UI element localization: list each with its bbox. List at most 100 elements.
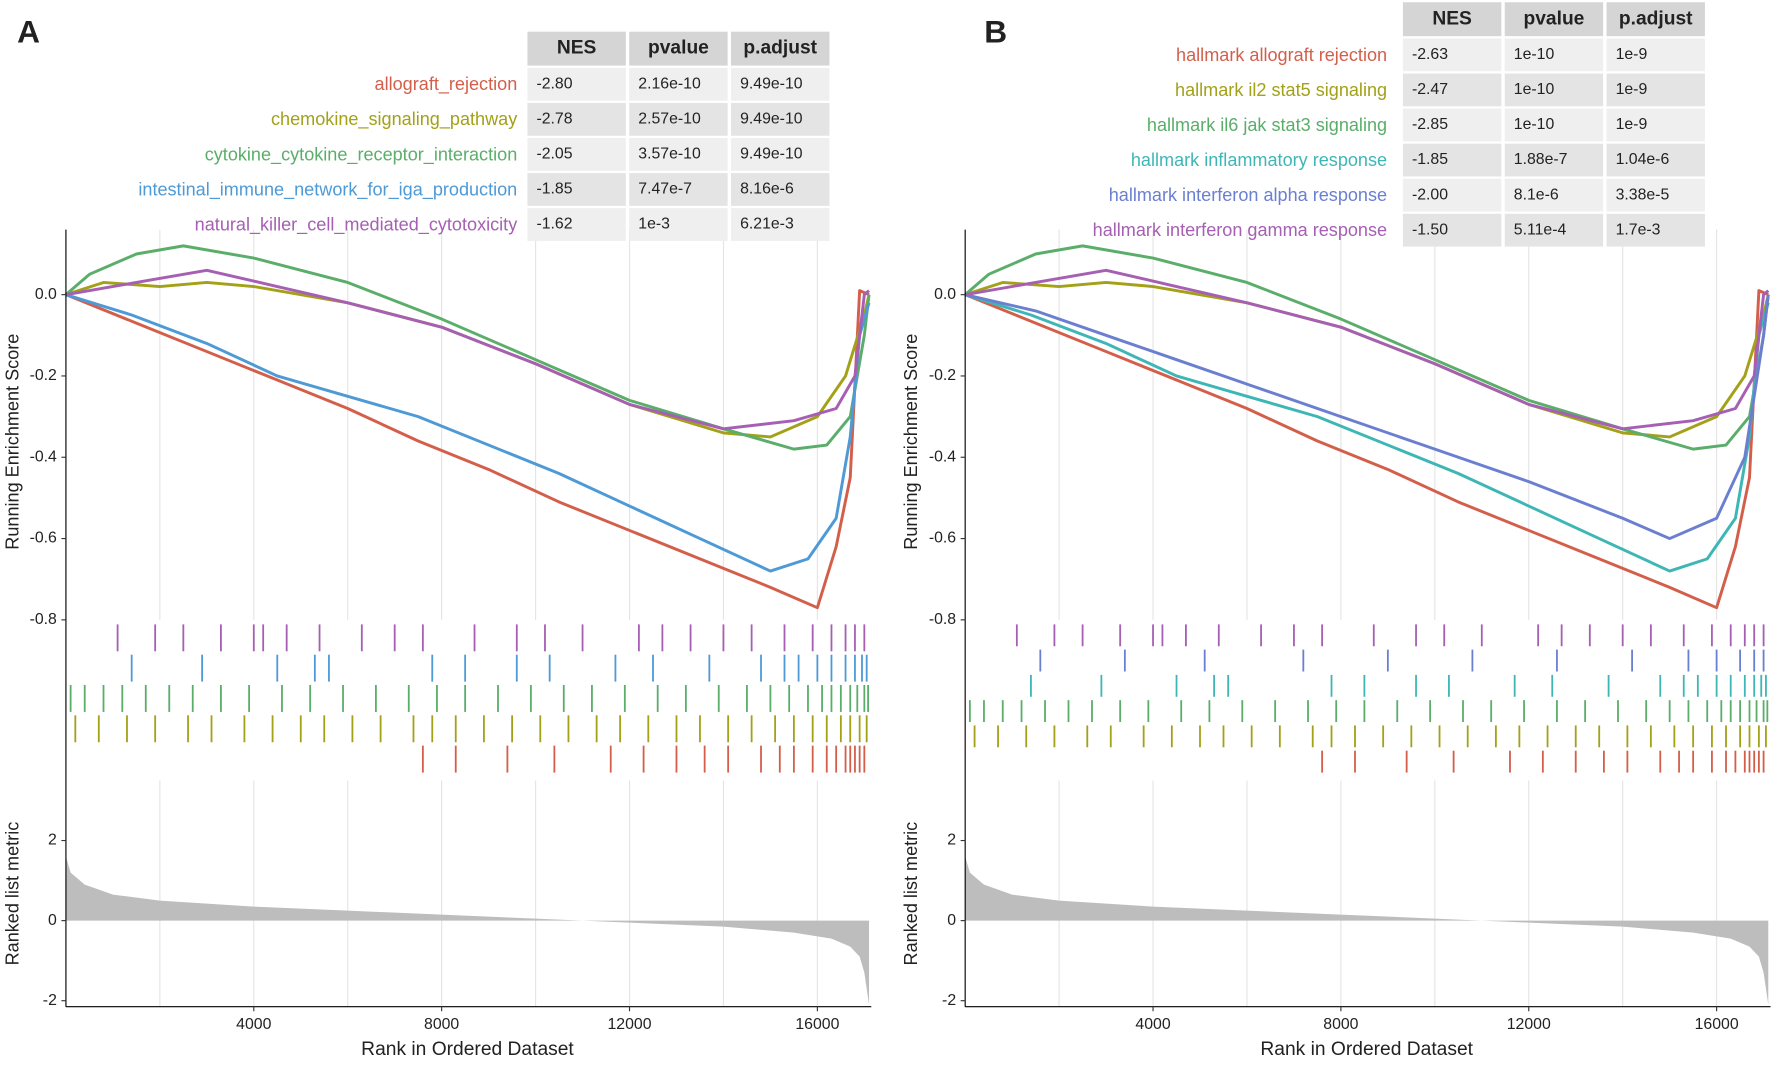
legend-label: chemokine_signaling_pathway: [271, 109, 517, 130]
y-tick-label: -0.6: [929, 530, 956, 547]
table-cell-text: 1e-9: [1616, 116, 1648, 133]
table-cell: [527, 102, 626, 136]
y-axis-label: Running Enrichment Score: [3, 334, 23, 550]
enrichment-line: [65, 280, 871, 439]
table-cell: [1606, 73, 1705, 107]
table-cell: [1402, 178, 1502, 212]
x-axis-label: Rank in Ordered Dataset: [361, 1039, 574, 1060]
table-cell-text: 1.7e-3: [1616, 221, 1661, 238]
legend-label: cytokine_cytokine_receptor_interaction: [205, 144, 518, 165]
table-cell: [1504, 38, 1604, 72]
table-cell: [1504, 178, 1604, 212]
table-cell: [629, 137, 728, 171]
table-cell-text: -1.50: [1412, 221, 1448, 238]
table-cell: [1504, 73, 1604, 107]
y-axis-label: Running Enrichment Score: [901, 334, 921, 550]
table-header-cell: [1504, 2, 1604, 37]
y-tick-label: 0: [947, 912, 956, 929]
table-cell-text: 1e-10: [1514, 46, 1555, 63]
x-axis-label: Rank in Ordered Dataset: [1260, 1039, 1473, 1060]
y-axis-label: Ranked list metric: [901, 822, 921, 966]
table-cell: [1606, 213, 1705, 247]
table-cell-text: -2.85: [1412, 116, 1448, 133]
table-cell-text: -1.85: [536, 181, 572, 198]
legend-label: hallmark il6 jak stat3 signaling: [1147, 115, 1387, 135]
metric-area: [65, 856, 870, 1005]
y-tick-label: -0.8: [929, 611, 956, 628]
table-cell: [527, 208, 626, 241]
x-tick-label: 12000: [608, 1016, 652, 1033]
table-header-cell: [1402, 2, 1502, 37]
table-cell-text: 1e-10: [1514, 81, 1555, 98]
table-cell: [731, 173, 830, 206]
table-cell-text: 1.88e-7: [1514, 151, 1568, 168]
table-cell-text: 8.1e-6: [1514, 186, 1559, 203]
table-cell: [731, 67, 830, 101]
table-cell: [1402, 38, 1502, 72]
table-cell-text: -2.47: [1412, 81, 1448, 98]
y-tick-label: -2: [942, 992, 956, 1009]
x-tick-label: 16000: [1695, 1016, 1739, 1033]
table-header: p.adjust: [1619, 8, 1693, 29]
x-tick-label: 4000: [236, 1016, 271, 1033]
table-cell: [1402, 143, 1502, 177]
table-cell-text: 9.49e-10: [740, 111, 803, 128]
table-cell-text: 9.49e-10: [740, 146, 803, 163]
enrichment-line: [65, 293, 871, 573]
enrichment-line: [65, 268, 870, 431]
table-header-cell: [731, 31, 830, 66]
table-cell-text: 2.16e-10: [638, 75, 701, 92]
table-cell-text: -1.85: [1412, 151, 1448, 168]
panel-label: B: [984, 13, 1007, 49]
y-tick-label: 0.0: [934, 286, 956, 303]
legend-label: hallmark interferon alpha response: [1109, 185, 1387, 205]
table-cell: [1606, 178, 1705, 212]
table-header-cell: [629, 31, 728, 66]
legend-label: hallmark interferon gamma response: [1093, 220, 1387, 240]
table-cell-text: 2.57e-10: [638, 111, 701, 128]
legend-label: hallmark allograft rejection: [1176, 45, 1387, 65]
table-cell: [1606, 108, 1705, 142]
table-cell: [1402, 108, 1502, 142]
table-cell: [731, 208, 830, 241]
table-cell-text: 9.49e-10: [740, 75, 803, 92]
enrichment-line: [964, 293, 1770, 573]
table-cell: [629, 173, 728, 206]
table-cell-text: 6.21e-3: [740, 216, 794, 233]
y-tick-label: 0.0: [35, 286, 57, 303]
table-cell: [731, 137, 830, 171]
table-cell-text: -2.00: [1412, 186, 1448, 203]
table-cell-text: 7.47e-7: [638, 181, 692, 198]
table-cell-text: -2.05: [536, 146, 572, 163]
table-header-cell: [527, 31, 626, 66]
table-cell-text: -2.80: [536, 75, 572, 92]
table-header: NES: [557, 38, 597, 59]
legend-label: hallmark il2 stat5 signaling: [1175, 80, 1387, 100]
table-cell: [629, 208, 728, 241]
y-tick-label: 0: [48, 912, 57, 929]
table-cell: [1504, 213, 1604, 247]
table-cell: [1606, 143, 1705, 177]
legend-label: natural_killer_cell_mediated_cytotoxicit…: [195, 214, 518, 235]
table-cell: [1606, 38, 1705, 72]
table-cell: [527, 137, 626, 171]
table-cell-text: 8.16e-6: [740, 181, 794, 198]
y-tick-label: -2: [43, 992, 57, 1009]
enrichment-line: [964, 268, 1770, 431]
enrichment-line: [65, 289, 870, 610]
y-tick-label: -0.2: [30, 367, 57, 384]
legend-label: hallmark inflammatory response: [1131, 150, 1387, 170]
table-cell: [527, 67, 626, 101]
table-header-cell: [1606, 2, 1705, 37]
table-cell: [1402, 213, 1502, 247]
table-cell-text: -2.78: [536, 111, 572, 128]
table-cell-text: 3.38e-5: [1616, 186, 1670, 203]
y-axis-label: Ranked list metric: [3, 822, 23, 966]
x-tick-label: 16000: [795, 1016, 839, 1033]
table-cell: [629, 102, 728, 136]
legend-label: intestinal_immune_network_for_iga_produc…: [138, 179, 517, 200]
table-cell-text: 1e-9: [1616, 81, 1648, 98]
enrichment-line: [964, 289, 1769, 610]
